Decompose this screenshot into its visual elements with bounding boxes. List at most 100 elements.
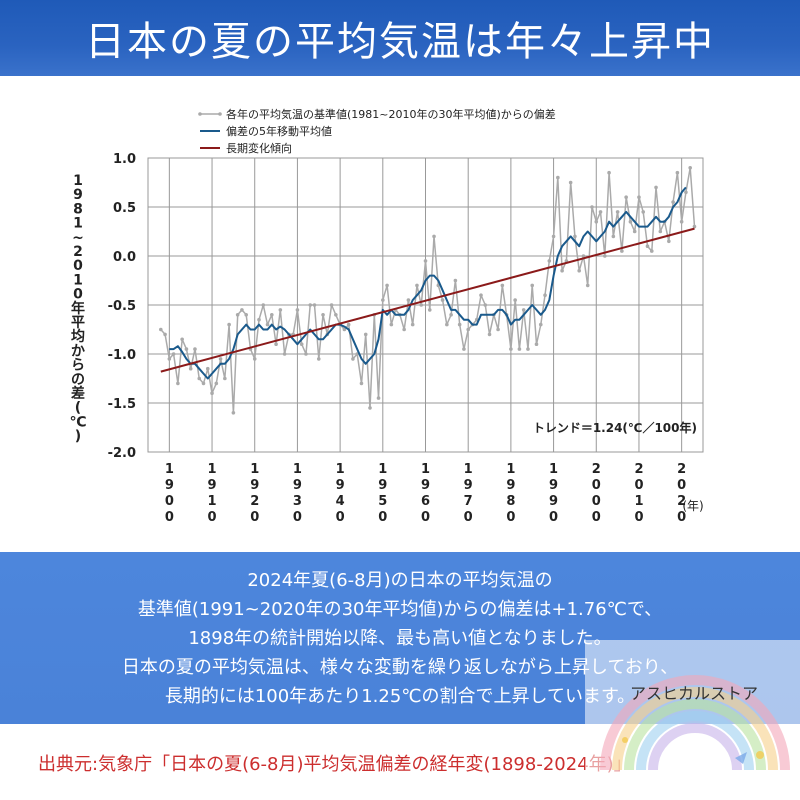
- x-tick-char: 1: [208, 494, 217, 509]
- data-point: [308, 303, 313, 307]
- data-point: [351, 357, 355, 361]
- data-point: [385, 283, 389, 288]
- x-tick-char: 9: [506, 478, 515, 493]
- data-point: [556, 175, 560, 180]
- y-axis-label-char: 年: [71, 300, 85, 317]
- x-tick-char: 1: [506, 462, 515, 477]
- x-tick-char: 0: [165, 510, 174, 525]
- data-point: [423, 259, 428, 263]
- x-tick-char: 4: [336, 494, 345, 509]
- data-point: [406, 298, 411, 302]
- chart-legend: 各年の平均気温の基準値(1981~2010年の30年平均値)からの偏差偏差の5年…: [198, 107, 556, 155]
- data-point: [321, 313, 325, 317]
- x-tick-char: 9: [378, 478, 387, 493]
- data-point: [654, 185, 658, 190]
- x-tick-char: 1: [549, 462, 558, 477]
- data-point: [346, 322, 351, 327]
- data-point: [389, 322, 394, 327]
- legend-item: 長期変化傾向: [200, 141, 292, 155]
- y-axis-label-char: 8: [73, 201, 83, 217]
- y-axis-label-char: 1: [73, 173, 83, 189]
- x-tick-label: 2010: [634, 462, 643, 525]
- data-point: [658, 229, 663, 234]
- data-point: [453, 278, 458, 283]
- y-tick-label: 0.5: [113, 201, 136, 216]
- data-point: [299, 342, 304, 346]
- data-point: [560, 268, 564, 273]
- x-tick-char: 3: [293, 494, 302, 509]
- data-point: [334, 313, 338, 317]
- y-axis-label-char: 0: [73, 287, 83, 303]
- data-point: [581, 254, 586, 258]
- y-axis-label-char: 9: [73, 187, 83, 203]
- data-point: [415, 283, 419, 288]
- x-tick-char: 0: [250, 510, 259, 525]
- x-tick-char: 9: [208, 478, 217, 493]
- legend-marker: [198, 112, 202, 116]
- data-point: [304, 352, 308, 356]
- data-point: [641, 210, 646, 214]
- data-point: [534, 342, 539, 346]
- data-point: [201, 381, 206, 386]
- x-tick-char: 0: [677, 510, 686, 525]
- data-point: [218, 357, 223, 361]
- x-tick-char: 2: [634, 462, 643, 477]
- data-point: [440, 298, 445, 302]
- x-tick-char: 2: [250, 494, 259, 509]
- data-point: [679, 219, 684, 224]
- data-point: [210, 391, 214, 396]
- data-point: [184, 347, 189, 351]
- info-line: 長期的には100年あたり1.25℃の割合で上昇しています。: [164, 685, 636, 707]
- y-axis-label-char: ~: [72, 230, 84, 246]
- x-tick-char: 0: [293, 510, 302, 525]
- data-point: [479, 293, 483, 297]
- x-tick-char: 9: [549, 478, 558, 493]
- x-tick-char: 1: [293, 462, 302, 477]
- data-point: [163, 332, 167, 337]
- y-tick-label: 1.0: [113, 152, 136, 167]
- data-point: [547, 259, 552, 263]
- x-tick-char: 0: [634, 510, 643, 525]
- x-tick-char: 1: [336, 462, 345, 477]
- x-tick-char: 9: [336, 478, 345, 493]
- x-tick-char: 0: [592, 494, 601, 509]
- x-tick-char: 1: [421, 462, 430, 477]
- x-tick-char: 9: [250, 478, 259, 493]
- data-point: [594, 219, 599, 224]
- x-axis-unit: (年): [682, 499, 703, 513]
- data-point: [316, 357, 321, 361]
- data-point: [521, 308, 526, 312]
- x-tick-char: 0: [378, 510, 387, 525]
- data-point: [274, 342, 278, 346]
- y-axis-label-char: (: [75, 400, 81, 416]
- data-point: [509, 347, 513, 351]
- x-tick-char: 0: [506, 510, 515, 525]
- data-point: [487, 332, 492, 337]
- data-point: [692, 224, 697, 229]
- x-tick-char: 0: [208, 510, 217, 525]
- info-line: 基準値(1991~2020年の30年平均値)からの偏差は+1.76℃で、: [137, 598, 663, 620]
- data-point: [359, 381, 364, 386]
- data-point: [615, 210, 620, 214]
- data-point: [449, 313, 453, 317]
- data-point: [675, 170, 680, 175]
- chart-series: [159, 166, 697, 415]
- data-point: [573, 234, 577, 239]
- series-2: [160, 227, 695, 373]
- data-point: [197, 376, 202, 381]
- x-tick-char: 1: [208, 462, 217, 477]
- data-point: [227, 322, 231, 327]
- x-tick-char: 0: [549, 510, 558, 525]
- data-point: [240, 308, 244, 312]
- x-tick-char: 0: [464, 510, 473, 525]
- data-point: [649, 249, 654, 253]
- x-tick-char: 8: [506, 494, 515, 509]
- data-point: [270, 313, 274, 317]
- data-point: [159, 327, 163, 332]
- y-tick-label: -0.5: [108, 299, 136, 314]
